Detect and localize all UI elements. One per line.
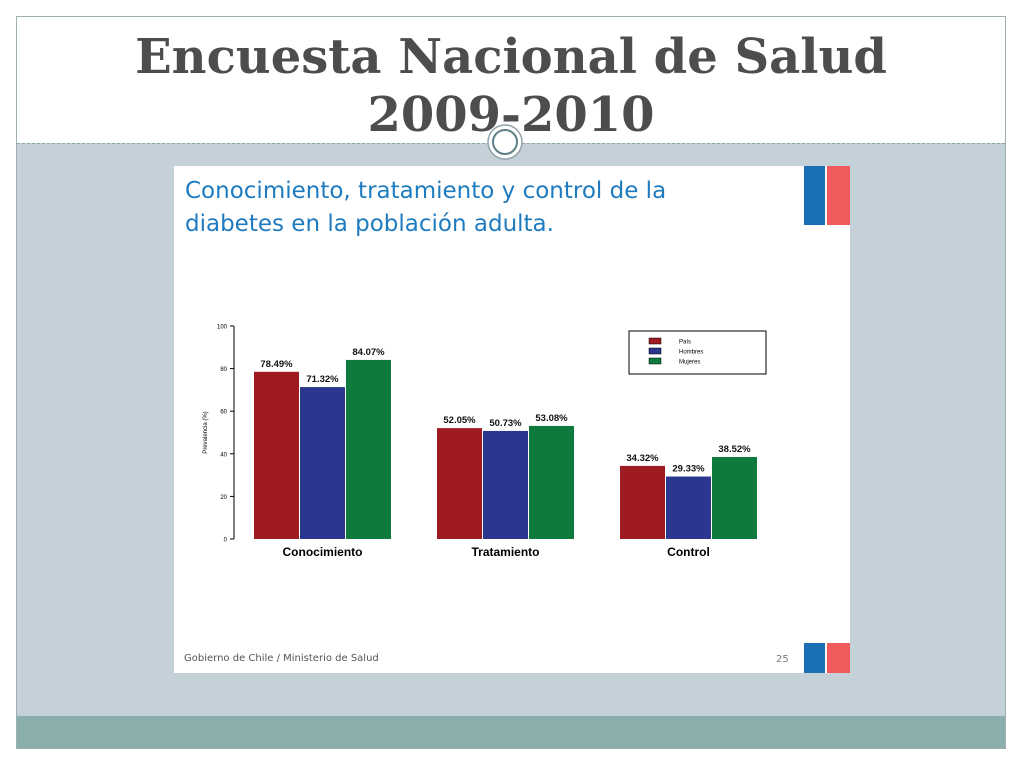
- bar-2-0: [620, 465, 665, 539]
- legend-label: País: [679, 340, 691, 346]
- bar-value-label: 84.07%: [352, 347, 385, 358]
- y-tick-label: 0: [224, 538, 228, 544]
- x-category-label: Conocimiento: [283, 545, 363, 559]
- y-tick-label: 80: [220, 367, 227, 373]
- bar-2-2: [712, 456, 757, 539]
- flag-blue-stripe: [804, 166, 825, 225]
- x-category-label: Tratamiento: [471, 545, 539, 559]
- bar-1-0: [437, 428, 482, 539]
- bar-0-2: [346, 359, 391, 539]
- y-axis-label: Prevalencia (%): [203, 411, 209, 453]
- legend-label: Hombres: [679, 350, 703, 356]
- y-tick-label: 20: [220, 495, 227, 501]
- embedded-title-line2: diabetes en la población adulta.: [185, 211, 554, 237]
- y-tick-label: 40: [220, 452, 227, 458]
- legend-swatch: [648, 337, 662, 345]
- embedded-slide: Conocimiento, tratamiento y control de l…: [174, 166, 850, 673]
- bar-0-0: [254, 371, 299, 539]
- bar-value-label: 34.32%: [626, 453, 659, 464]
- bar-2-1: [666, 476, 711, 539]
- slide-title-line1: Encuesta Nacional de Salud: [135, 29, 887, 85]
- flag-blue-stripe: [804, 643, 825, 673]
- embedded-slide-footer: Gobierno de Chile / Ministerio de Salud: [184, 653, 379, 664]
- legend-swatch: [648, 357, 662, 365]
- flag-red-stripe: [827, 643, 850, 673]
- bar-chart: 0 20 40 60 80 100 Prevalencia (%) 78.49% 71.32% 8…: [203, 325, 767, 559]
- legend-swatch: [648, 347, 662, 355]
- legend-label: Mujeres: [679, 360, 700, 366]
- page-number: 25: [776, 654, 789, 665]
- bar-value-label: 50.73%: [489, 418, 522, 429]
- bar-value-label: 53.08%: [535, 413, 568, 424]
- y-tick-label: 60: [220, 410, 227, 416]
- bar-1-1: [483, 430, 528, 539]
- bar-value-label: 52.05%: [443, 415, 476, 426]
- bar-value-label: 38.52%: [718, 444, 751, 455]
- bar-value-label: 71.32%: [306, 374, 339, 385]
- bar-0-1: [300, 387, 345, 539]
- flag-red-stripe: [827, 166, 850, 225]
- title-area: [17, 17, 1005, 143]
- bar-value-label: 78.49%: [260, 359, 293, 370]
- embedded-title-line1: Conocimiento, tratamiento y control de l…: [185, 178, 667, 204]
- embedded-slide-title: Conocimiento, tratamiento y control de l…: [185, 175, 785, 241]
- flag-stripes-bottom: [804, 643, 850, 673]
- circle-ornament-icon: [487, 124, 523, 160]
- flag-stripes-top: [804, 166, 850, 225]
- bar-value-label: 29.33%: [672, 464, 705, 475]
- slide-title: Encuesta Nacional de Salud 2009-2010: [17, 28, 1005, 144]
- footer-band: [17, 716, 1005, 748]
- bar-1-2: [529, 425, 574, 539]
- y-tick-label: 100: [217, 325, 228, 331]
- x-category-label: Control: [667, 545, 710, 559]
